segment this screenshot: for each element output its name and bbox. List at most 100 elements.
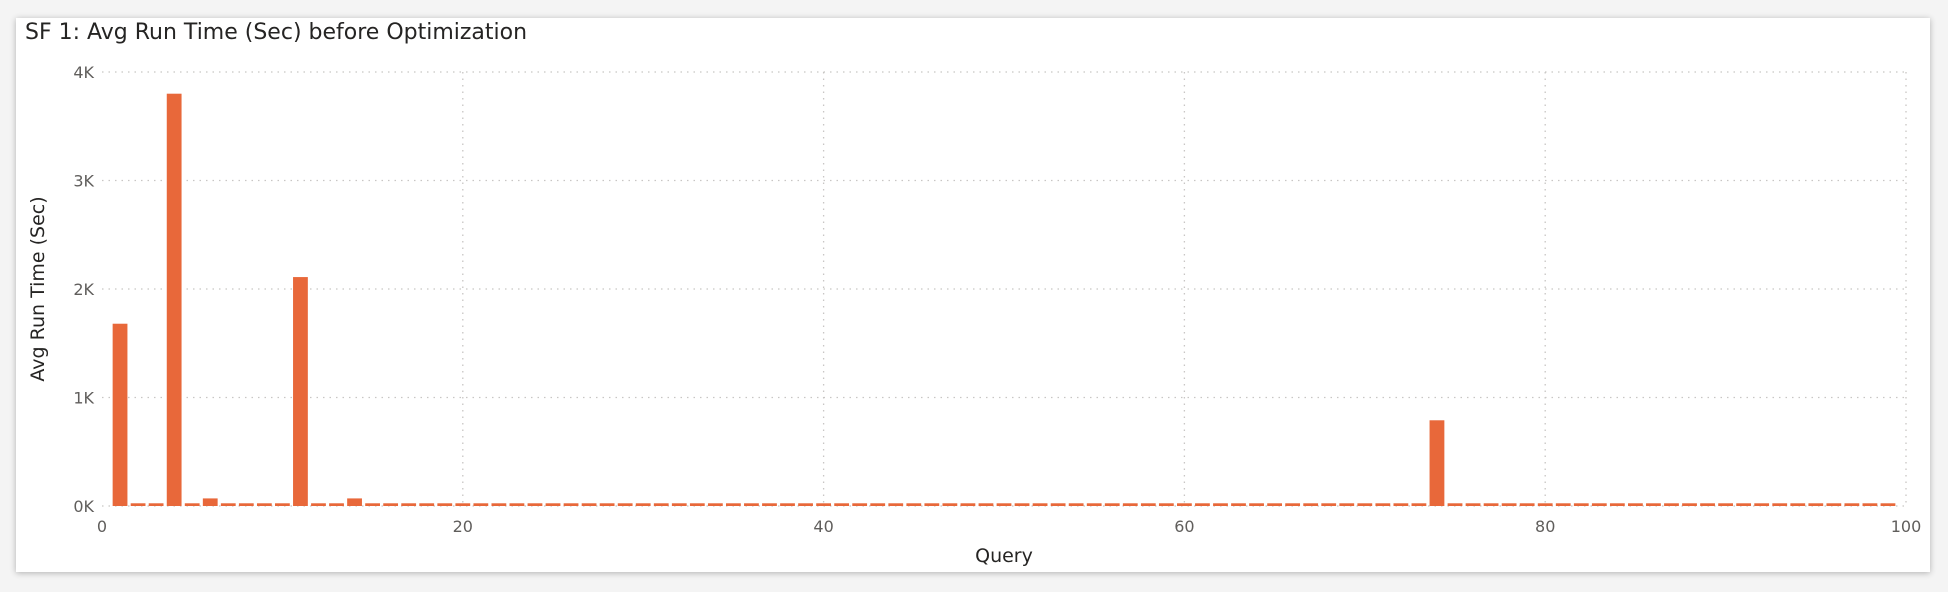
y-tick-label: 1K — [73, 389, 94, 408]
bar-query-57 — [1122, 503, 1138, 506]
bar-query-37 — [762, 503, 777, 506]
bar-query-89 — [1700, 503, 1715, 506]
x-tick-label: 0 — [97, 517, 107, 536]
y-tick-label: 2K — [73, 280, 94, 299]
bar-query-9 — [256, 503, 272, 506]
bar-query-29 — [617, 503, 633, 506]
bar-query-47 — [942, 503, 958, 506]
bar-query-66 — [1285, 503, 1301, 506]
bar-query-16 — [383, 503, 399, 506]
bar-query-8 — [238, 503, 254, 506]
bar-query-42 — [852, 503, 868, 506]
bar-query-80 — [1537, 503, 1553, 506]
bar-query-94 — [1790, 503, 1806, 506]
bar-query-83 — [1591, 503, 1607, 506]
bar-query-38 — [780, 503, 795, 506]
bar-query-24 — [527, 503, 543, 506]
bar-query-96 — [1826, 503, 1842, 506]
bar-query-88 — [1682, 503, 1697, 506]
x-tick-label: 40 — [813, 517, 833, 536]
y-tick-label: 0K — [73, 497, 94, 516]
bar-query-68 — [1321, 503, 1337, 506]
bar-query-23 — [509, 503, 525, 506]
bar-query-20 — [455, 503, 471, 506]
y-tick-label: 4K — [73, 63, 94, 82]
bar-query-72 — [1393, 503, 1409, 506]
bar-query-71 — [1375, 503, 1391, 506]
bar-query-19 — [437, 503, 453, 506]
bar-query-21 — [473, 503, 489, 506]
bar-query-67 — [1303, 503, 1319, 506]
bar-query-22 — [491, 503, 507, 506]
bar-query-15 — [365, 503, 380, 506]
bar-query-41 — [834, 503, 850, 506]
bar-query-52 — [1032, 503, 1048, 506]
x-tick-label: 80 — [1535, 517, 1555, 536]
y-axis-ticks: 0K 1K 2K 3K 4K — [73, 63, 94, 516]
grid-lines — [102, 71, 1907, 507]
bars — [112, 93, 1896, 506]
bar-query-56 — [1104, 503, 1120, 506]
bar-query-39 — [798, 503, 813, 506]
bar-query-35 — [726, 503, 741, 506]
bar-query-70 — [1357, 503, 1373, 506]
bar-query-45 — [906, 503, 922, 506]
bar-query-82 — [1573, 503, 1589, 506]
bar-query-51 — [1014, 503, 1030, 506]
bar-query-34 — [707, 503, 723, 506]
x-axis-title: Query — [975, 545, 1033, 567]
bar-query-62 — [1213, 503, 1228, 506]
bar-query-79 — [1519, 503, 1535, 506]
bar-query-36 — [744, 503, 759, 506]
bar-query-49 — [978, 503, 994, 506]
bar-query-12 — [311, 503, 326, 506]
bar-query-55 — [1086, 503, 1102, 506]
bar-query-2 — [130, 503, 146, 506]
bar-query-1 — [112, 323, 128, 506]
bar-query-87 — [1664, 503, 1679, 506]
x-axis-ticks: 0 20 40 60 80 100 — [97, 517, 1921, 536]
bar-query-18 — [419, 503, 435, 506]
bar-query-59 — [1158, 503, 1174, 506]
bar-query-50 — [996, 503, 1012, 506]
bar-query-53 — [1050, 503, 1066, 506]
bar-query-25 — [545, 503, 561, 506]
bar-query-54 — [1068, 503, 1084, 506]
bar-query-78 — [1501, 503, 1517, 506]
bar-query-6 — [202, 498, 218, 506]
bar-query-43 — [870, 503, 886, 506]
bar-query-48 — [960, 503, 976, 506]
bar-query-63 — [1231, 503, 1246, 506]
bar-query-17 — [401, 503, 417, 506]
bar-query-4 — [166, 93, 182, 506]
bar-query-91 — [1736, 503, 1752, 506]
y-tick-label: 3K — [73, 172, 94, 191]
bar-query-58 — [1140, 503, 1156, 506]
bar-query-98 — [1862, 503, 1878, 506]
bar-query-86 — [1646, 503, 1661, 506]
bar-query-97 — [1844, 503, 1860, 506]
bar-query-30 — [635, 503, 651, 506]
bar-query-31 — [653, 503, 669, 506]
bar-query-7 — [220, 503, 236, 506]
bar-query-84 — [1609, 503, 1625, 506]
bar-query-99 — [1880, 503, 1896, 506]
bar-query-65 — [1267, 503, 1282, 506]
bar-query-14 — [347, 498, 362, 506]
bar-query-10 — [275, 503, 290, 506]
bar-query-95 — [1808, 503, 1824, 506]
bar-query-28 — [599, 503, 615, 506]
bar-query-75 — [1447, 503, 1463, 506]
bar-query-32 — [671, 503, 687, 506]
bar-query-27 — [581, 503, 597, 506]
bar-query-69 — [1339, 503, 1355, 506]
bar-query-76 — [1465, 503, 1481, 506]
bar-query-5 — [184, 503, 200, 506]
bar-query-92 — [1754, 503, 1770, 506]
x-tick-label: 20 — [453, 517, 473, 536]
bar-chart: 0K 1K 2K 3K 4K 0 20 40 60 80 100 Query Avg Run Ti… — [27, 63, 1921, 567]
bar-query-61 — [1195, 503, 1210, 506]
bar-query-74 — [1429, 420, 1445, 506]
y-axis-title: Avg Run Time (Sec) — [27, 196, 49, 381]
bar-query-90 — [1718, 503, 1733, 506]
